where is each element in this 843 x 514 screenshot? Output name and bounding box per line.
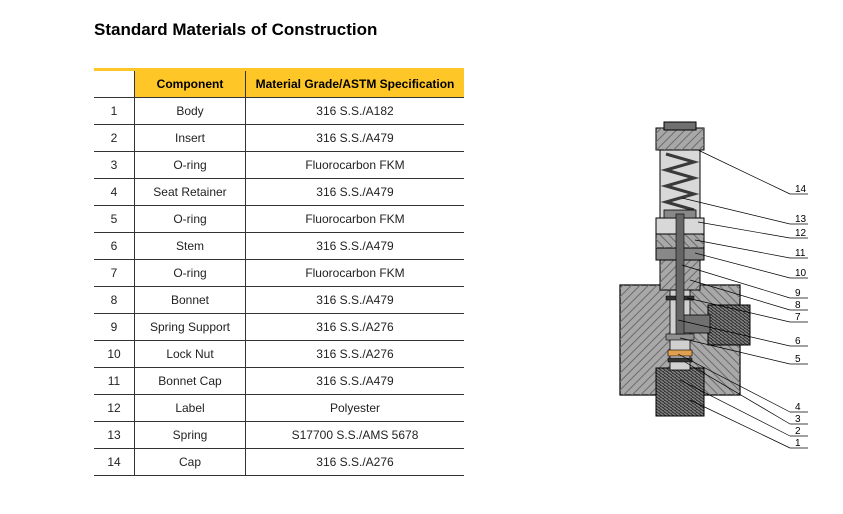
callout-label-14: 14 (795, 184, 806, 195)
cell-number: 8 (94, 287, 135, 314)
cell-number: 4 (94, 179, 135, 206)
table-row: 12LabelPolyester (94, 395, 464, 422)
cell-number: 11 (94, 368, 135, 395)
table-row: 10Lock Nut316 S.S./A276 (94, 341, 464, 368)
cell-material: 316 S.S./A479 (246, 287, 465, 314)
cell-material: 316 S.S./A479 (246, 125, 465, 152)
header-number (94, 70, 135, 98)
table-row: 13SpringS17700 S.S./AMS 5678 (94, 422, 464, 449)
cell-material: 316 S.S./A479 (246, 179, 465, 206)
cell-number: 3 (94, 152, 135, 179)
table-row: 11Bonnet Cap316 S.S./A479 (94, 368, 464, 395)
table-row: 4Seat Retainer316 S.S./A479 (94, 179, 464, 206)
materials-table: Component Material Grade/ASTM Specificat… (94, 68, 464, 476)
page-title: Standard Materials of Construction (94, 20, 377, 40)
callout-label-9: 9 (795, 288, 801, 299)
valve-body (620, 285, 750, 416)
cell-material: 316 S.S./A276 (246, 314, 465, 341)
table-row: 9Spring Support316 S.S./A276 (94, 314, 464, 341)
callout-label-11: 11 (795, 248, 805, 259)
callout-label-13: 13 (795, 214, 806, 225)
cell-material: 316 S.S./A182 (246, 98, 465, 125)
cell-component: Cap (135, 449, 246, 476)
table-row: 14Cap316 S.S./A276 (94, 449, 464, 476)
cell-number: 12 (94, 395, 135, 422)
table-row: 1Body316 S.S./A182 (94, 98, 464, 125)
cell-material: Fluorocarbon FKM (246, 152, 465, 179)
valve-diagram: 14 13 12 11 10 987 6 5 4321 (560, 110, 820, 450)
cell-component: Bonnet Cap (135, 368, 246, 395)
cell-material: Fluorocarbon FKM (246, 206, 465, 233)
cap (656, 122, 704, 150)
cell-component: Label (135, 395, 246, 422)
cell-component: O-ring (135, 206, 246, 233)
table-header-row: Component Material Grade/ASTM Specificat… (94, 70, 464, 98)
table-row: 3O-ringFluorocarbon FKM (94, 152, 464, 179)
cell-number: 14 (94, 449, 135, 476)
callout-label-2: 2 (795, 426, 801, 437)
callout-line-10 (695, 253, 790, 278)
table-row: 6Stem316 S.S./A479 (94, 233, 464, 260)
header-component: Component (135, 70, 246, 98)
callout-label-10: 10 (795, 268, 806, 279)
cell-number: 9 (94, 314, 135, 341)
callout-label-4: 4 (795, 402, 801, 413)
cell-component: Insert (135, 125, 246, 152)
cell-component: Spring (135, 422, 246, 449)
callout-label-1: 1 (795, 438, 801, 449)
stem (676, 214, 684, 334)
cell-number: 6 (94, 233, 135, 260)
callout-label-8: 8 (795, 300, 801, 311)
cell-material: 316 S.S./A276 (246, 449, 465, 476)
table-row: 2Insert316 S.S./A479 (94, 125, 464, 152)
cell-material: 316 S.S./A276 (246, 341, 465, 368)
cell-number: 13 (94, 422, 135, 449)
callout-line-1 (690, 400, 790, 448)
callout-line-11 (695, 240, 790, 258)
cell-component: Stem (135, 233, 246, 260)
cell-material: Fluorocarbon FKM (246, 260, 465, 287)
cell-component: Bonnet (135, 287, 246, 314)
callout-line-12 (698, 222, 790, 238)
table-row: 5O-ringFluorocarbon FKM (94, 206, 464, 233)
cell-component: Spring Support (135, 314, 246, 341)
cell-component: O-ring (135, 260, 246, 287)
cell-component: Seat Retainer (135, 179, 246, 206)
cell-material: 316 S.S./A479 (246, 368, 465, 395)
cell-material: 316 S.S./A479 (246, 233, 465, 260)
cell-number: 10 (94, 341, 135, 368)
cell-component: O-ring (135, 152, 246, 179)
cell-number: 1 (94, 98, 135, 125)
callout-label-6: 6 (795, 336, 801, 347)
callout-line-14 (698, 150, 790, 194)
table-row: 7O-ringFluorocarbon FKM (94, 260, 464, 287)
cell-number: 2 (94, 125, 135, 152)
table-row: 8Bonnet316 S.S./A479 (94, 287, 464, 314)
callout-label-3: 3 (795, 414, 801, 425)
cell-material: Polyester (246, 395, 465, 422)
callout-label-12: 12 (795, 228, 806, 239)
cell-number: 5 (94, 206, 135, 233)
cell-component: Lock Nut (135, 341, 246, 368)
cell-number: 7 (94, 260, 135, 287)
cell-component: Body (135, 98, 246, 125)
spring-chamber (660, 148, 700, 218)
cell-material: S17700 S.S./AMS 5678 (246, 422, 465, 449)
callout-label-5: 5 (795, 354, 801, 365)
callout-label-7: 7 (795, 312, 801, 323)
header-material: Material Grade/ASTM Specification (246, 70, 465, 98)
